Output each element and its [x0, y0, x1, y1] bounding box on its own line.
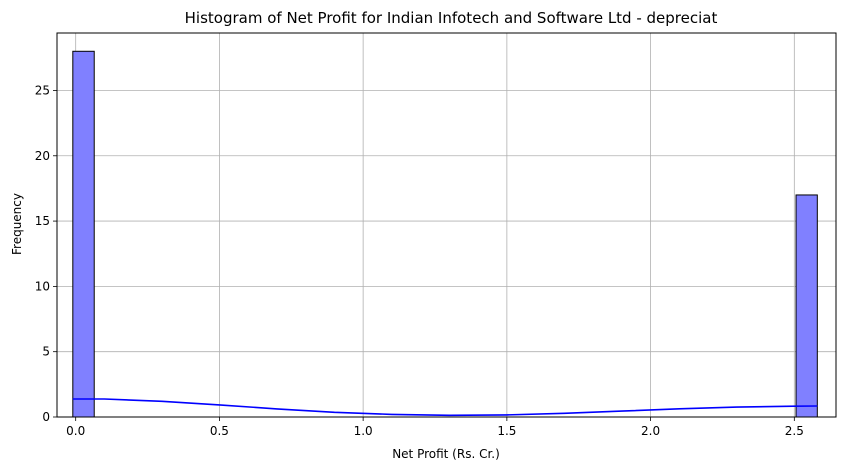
y-tick-label-0: 0 [42, 410, 50, 424]
x-tick-label-4: 2.0 [641, 424, 660, 438]
y-tick-label-1: 5 [42, 345, 50, 359]
x-axis-ticks: 0.0 0.5 1.0 1.5 2.0 2.5 [66, 417, 804, 438]
chart-title: Histogram of Net Profit for Indian Infot… [185, 9, 718, 27]
x-tick-label-0: 0.0 [66, 424, 85, 438]
grid [57, 33, 836, 418]
plot-frame [56, 32, 837, 418]
y-axis-ticks: 0 5 10 15 20 25 [35, 83, 57, 424]
histogram-bar-0 [72, 50, 95, 418]
y-tick-label-5: 25 [35, 83, 50, 97]
bars [72, 50, 818, 418]
y-axis-label: Frequency [10, 193, 24, 255]
x-tick-label-5: 2.5 [785, 424, 804, 438]
y-tick-label-2: 10 [35, 279, 50, 293]
x-tick-label-2: 1.0 [354, 424, 373, 438]
y-tick-label-4: 20 [35, 149, 50, 163]
x-axis-label: Net Profit (Rs. Cr.) [392, 447, 500, 461]
x-tick-label-3: 1.5 [497, 424, 516, 438]
kde-curve [72, 398, 818, 417]
y-tick-label-3: 15 [35, 214, 50, 228]
x-tick-label-1: 0.5 [210, 424, 229, 438]
histogram-bar-1 [795, 194, 818, 418]
